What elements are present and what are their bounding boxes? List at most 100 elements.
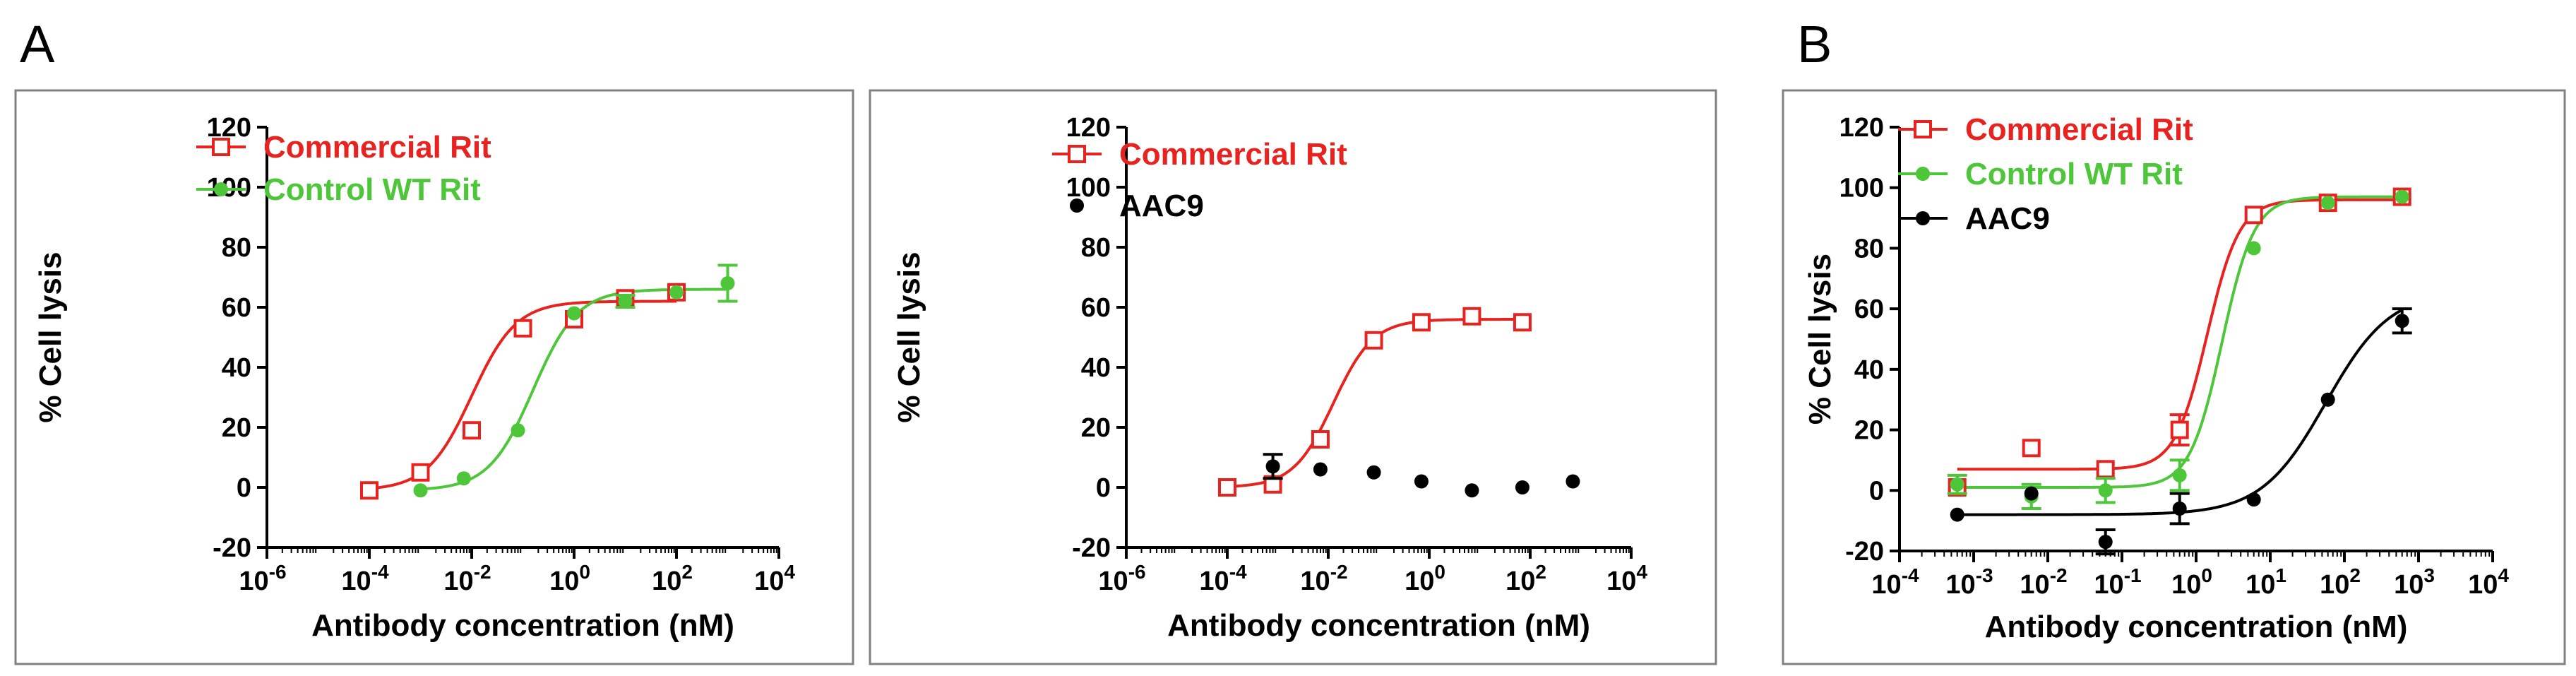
- x-tick-label: 104: [1606, 561, 1647, 596]
- legend-marker: [1914, 120, 1932, 138]
- x-tick-label: 102: [2320, 564, 2361, 600]
- x-axis-title: Antibody concentration (nM): [1985, 610, 2408, 644]
- data-point-commercial-rit: [1462, 307, 1481, 326]
- y-tick-label: 60: [1081, 293, 1111, 323]
- data-point-aac9: [1950, 507, 1964, 522]
- chart-a-right: -20 0 20 40 60 80 100 120 10-6 10-4 10-2 100 102 104 A…: [892, 113, 1647, 643]
- data-point-control-wt-rit: [2098, 483, 2113, 498]
- y-tick-label: 20: [1081, 413, 1111, 443]
- panel-label-b: B: [1797, 15, 1832, 73]
- data-point-control-wt-rit: [2172, 468, 2187, 482]
- legend-label-control-wt-rit: Control WT Rit: [1965, 157, 2183, 191]
- y-tick-label: 120: [1066, 113, 1111, 143]
- chart-b: -20 0 20 40 60 80 100 120 10-4 10-3 10-2 10-1 100 101…: [1803, 112, 2509, 644]
- data-point-control-wt-rit: [2395, 189, 2409, 204]
- x-tick-label: 104: [2468, 564, 2509, 600]
- data-point-commercial-rit: [2244, 206, 2263, 225]
- x-tick-label: 10-2: [1300, 561, 1347, 596]
- y-tick-label: 80: [1081, 233, 1111, 263]
- y-tick-label: 0: [237, 473, 251, 503]
- y-tick-label: 100: [1066, 173, 1111, 203]
- x-tick-label: 10-2: [443, 561, 491, 596]
- y-tick-label: 0: [1869, 476, 1884, 506]
- y-tick-label: 120: [1839, 113, 1884, 143]
- data-point-aac9: [1265, 459, 1280, 474]
- legend-label-commercial-rit: Commercial Rit: [1119, 137, 1347, 172]
- y-tick-label: 100: [1839, 174, 1884, 203]
- panel-frame-a-right: [869, 89, 1717, 665]
- y-axis-title: % Cell lysis: [1803, 254, 1837, 425]
- data-point-aac9: [1414, 474, 1429, 489]
- y-tick-label: -20: [1072, 533, 1111, 563]
- x-tick-label: 102: [1505, 561, 1546, 596]
- data-point-control-wt-rit: [669, 285, 684, 300]
- data-point-control-wt-rit: [456, 471, 471, 486]
- y-tick-label: 60: [1854, 295, 1884, 324]
- legend-label-aac9: AAC9: [1965, 201, 2050, 236]
- legend-marker: [1070, 198, 1084, 213]
- data-point-commercial-rit: [2170, 420, 2189, 439]
- data-point-commercial-rit: [1311, 430, 1330, 449]
- y-tick-label: 80: [1854, 234, 1884, 263]
- data-point-control-wt-rit: [618, 294, 633, 309]
- data-point-control-wt-rit: [511, 423, 525, 438]
- y-tick-label: 40: [222, 353, 251, 383]
- data-point-commercial-rit: [513, 319, 532, 338]
- y-tick-label: 80: [222, 233, 251, 263]
- legend-label-control-wt-rit: Control WT Rit: [263, 172, 481, 207]
- panel-frame-a-left: [14, 89, 854, 665]
- y-tick-label: 40: [1854, 355, 1884, 385]
- x-tick-label: 100: [549, 561, 590, 596]
- data-point-control-wt-rit: [413, 483, 428, 498]
- x-tick-label: 10-1: [2094, 564, 2141, 600]
- data-point-control-wt-rit: [2246, 241, 2261, 256]
- data-point-aac9: [2098, 535, 2113, 550]
- x-tick-label: 102: [652, 561, 693, 596]
- legend-label-aac9: AAC9: [1119, 189, 1204, 223]
- data-point-aac9: [1566, 474, 1580, 489]
- legend-marker: [1916, 211, 1930, 225]
- legend-label-commercial-rit: Commercial Rit: [1965, 112, 2193, 147]
- data-point-commercial-rit: [2022, 439, 2041, 458]
- y-tick-label: 60: [222, 293, 251, 323]
- legend-marker: [214, 182, 228, 196]
- data-point-aac9: [2024, 486, 2039, 501]
- y-tick-label: 20: [222, 413, 251, 443]
- x-tick-label: 104: [754, 561, 795, 596]
- data-point-aac9: [2172, 502, 2187, 516]
- data-point-commercial-rit: [1412, 313, 1431, 332]
- x-tick-label: 10-4: [1871, 564, 1919, 600]
- data-point-aac9: [1465, 483, 1479, 498]
- y-axis-title: % Cell lysis: [892, 251, 926, 422]
- x-tick-label: 10-4: [341, 561, 389, 596]
- x-tick-label: 10-6: [1098, 561, 1145, 596]
- x-tick-label: 103: [2394, 564, 2435, 600]
- x-tick-label: 10-2: [2020, 564, 2067, 600]
- x-axis-title: Antibody concentration (nM): [1167, 608, 1590, 643]
- data-point-aac9: [1313, 462, 1328, 477]
- y-tick-label: 40: [1081, 353, 1111, 383]
- data-point-control-wt-rit: [2320, 196, 2335, 210]
- legend-marker: [1068, 145, 1086, 163]
- y-axis-title: % Cell lysis: [33, 251, 68, 422]
- panel-label-a: A: [20, 15, 55, 73]
- legend-label-commercial-rit: Commercial Rit: [263, 130, 491, 165]
- data-point-commercial-rit: [2096, 460, 2115, 479]
- data-point-commercial-rit: [1364, 331, 1383, 350]
- panel-frame-b: [1782, 89, 2566, 665]
- x-tick-label: 10-6: [239, 561, 286, 596]
- x-axis-title: Antibody concentration (nM): [311, 608, 734, 643]
- x-tick-label: 100: [1405, 561, 1445, 596]
- data-point-control-wt-rit: [1950, 477, 1964, 492]
- data-point-aac9: [2320, 392, 2335, 407]
- legend-marker: [1916, 167, 1930, 181]
- data-point-commercial-rit: [1218, 478, 1236, 497]
- data-point-commercial-rit: [1513, 313, 1532, 332]
- data-point-control-wt-rit: [720, 276, 735, 290]
- data-point-aac9: [2395, 314, 2409, 328]
- x-tick-label: 10-4: [1199, 561, 1247, 596]
- data-point-commercial-rit: [411, 463, 430, 482]
- data-point-commercial-rit: [463, 421, 481, 440]
